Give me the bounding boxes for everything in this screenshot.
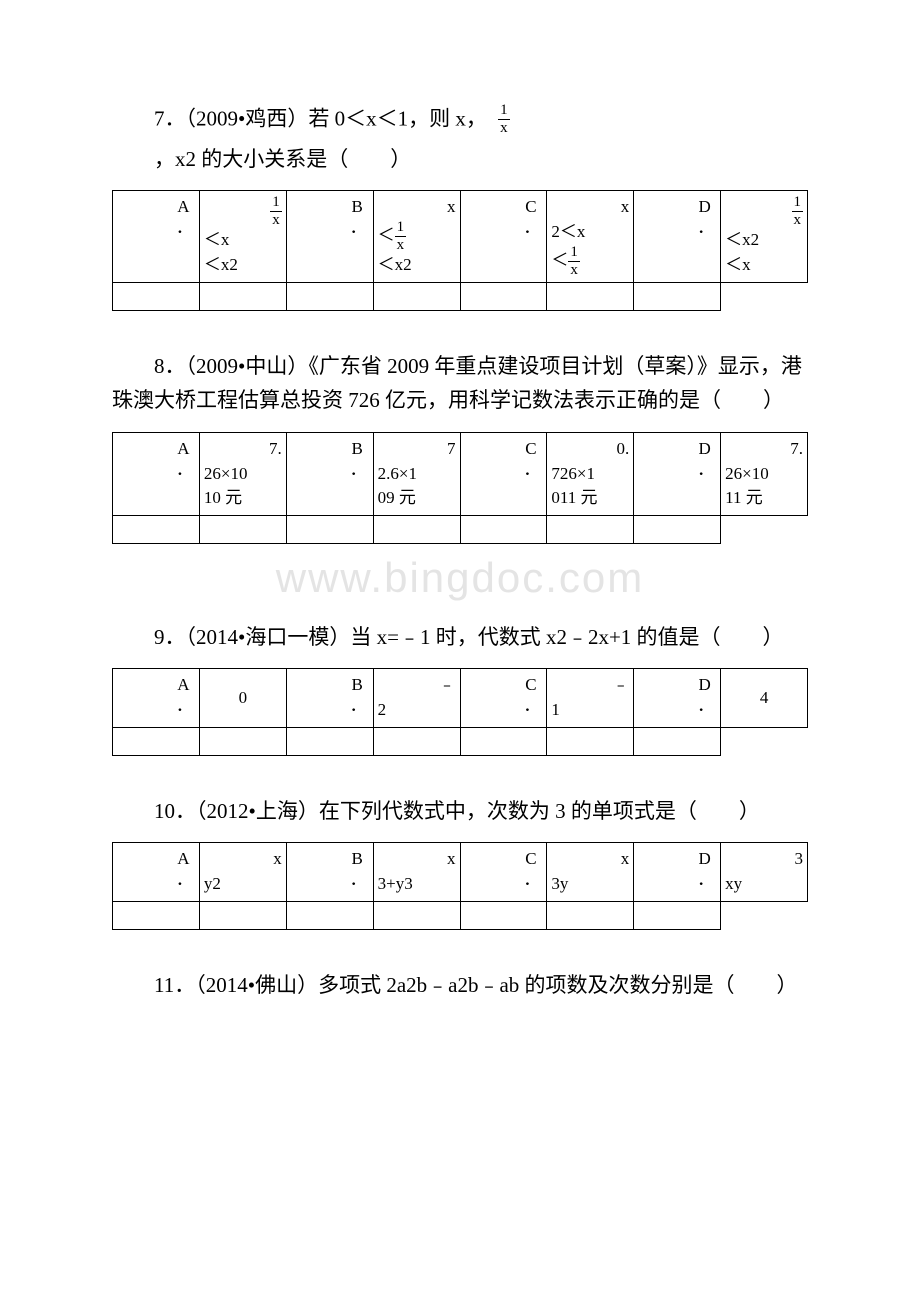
option-content: x 3y bbox=[547, 843, 634, 901]
q10-options-table: A． x y2 B． x 3+y3 C． x 3y D． 3 xy bbox=[112, 842, 808, 929]
question-10: 10．（2012•上海）在下列代数式中，次数为 3 的单项式是（ ） A． x … bbox=[112, 794, 808, 930]
option-letter: D． bbox=[634, 843, 721, 901]
option-letter: A． bbox=[113, 191, 200, 282]
table-row: A． 1x ＜x ＜x2 B． x ＜1x ＜x2 C． bbox=[113, 191, 808, 282]
fraction-icon: 1 x bbox=[492, 100, 510, 142]
option-content: x y2 bbox=[199, 843, 286, 901]
table-row bbox=[113, 901, 808, 929]
question-8: 8．（2009•中山）《广东省 2009 年重点建设项目计划（草案）》显示，港珠… bbox=[112, 349, 808, 544]
q7-line1: 7．（2009•鸡西）若 0＜x＜1，则 x， 1 x bbox=[112, 100, 808, 142]
q8-options-table: A． 7. 26×10 10 元 B． 7 2.6×1 09 元 C． 0. 7… bbox=[112, 432, 808, 544]
option-content: ﹣ 2 bbox=[373, 669, 460, 727]
watermark-text: www.bingdoc.com bbox=[112, 554, 808, 602]
option-content: x 2＜x ＜1x bbox=[547, 191, 634, 282]
option-letter: D． bbox=[634, 432, 721, 515]
table-row: A． 7. 26×10 10 元 B． 7 2.6×1 09 元 C． 0. 7… bbox=[113, 432, 808, 515]
q9-options-table: A． 0 B． ﹣ 2 C． ﹣ 1 D． 4 bbox=[112, 668, 808, 755]
q9-text: 9．（2014•海口一模）当 x=﹣1 时，代数式 x2﹣2x+1 的值是（ ） bbox=[112, 620, 808, 655]
option-letter: C． bbox=[460, 843, 547, 901]
question-9: 9．（2014•海口一模）当 x=﹣1 时，代数式 x2﹣2x+1 的值是（ ）… bbox=[112, 620, 808, 756]
option-letter: A． bbox=[113, 432, 200, 515]
table-row bbox=[113, 515, 808, 543]
option-content: 4 bbox=[721, 669, 808, 727]
option-letter: C． bbox=[460, 432, 547, 515]
option-letter: C． bbox=[460, 669, 547, 727]
option-content: 1x ＜x2 ＜x bbox=[721, 191, 808, 282]
q7-options-table: A． 1x ＜x ＜x2 B． x ＜1x ＜x2 C． bbox=[112, 190, 808, 310]
option-content: 7. 26×10 10 元 bbox=[199, 432, 286, 515]
option-content: 0 bbox=[199, 669, 286, 727]
option-letter: C． bbox=[460, 191, 547, 282]
table-row: A． 0 B． ﹣ 2 C． ﹣ 1 D． 4 bbox=[113, 669, 808, 727]
option-letter: A． bbox=[113, 843, 200, 901]
option-content: ﹣ 1 bbox=[547, 669, 634, 727]
document-page: 7．（2009•鸡西）若 0＜x＜1，则 x， 1 x ，x2 的大小关系是（ … bbox=[0, 0, 920, 1080]
question-7: 7．（2009•鸡西）若 0＜x＜1，则 x， 1 x ，x2 的大小关系是（ … bbox=[112, 100, 808, 311]
q8-text: 8．（2009•中山）《广东省 2009 年重点建设项目计划（草案）》显示，港珠… bbox=[112, 349, 808, 418]
q11-text: 11．（2014•佛山）多项式 2a2b﹣a2b﹣ab 的项数及次数分别是（ ） bbox=[112, 968, 808, 1003]
option-letter: D． bbox=[634, 669, 721, 727]
option-letter: D． bbox=[634, 191, 721, 282]
q7-text-part1: 7．（2009•鸡西）若 0＜x＜1，则 x， bbox=[154, 107, 487, 131]
option-content: x 3+y3 bbox=[373, 843, 460, 901]
option-content: 7. 26×10 11 元 bbox=[721, 432, 808, 515]
option-letter: B． bbox=[286, 191, 373, 282]
q10-text: 10．（2012•上海）在下列代数式中，次数为 3 的单项式是（ ） bbox=[112, 794, 808, 829]
table-row bbox=[113, 282, 808, 310]
option-content: 3 xy bbox=[721, 843, 808, 901]
option-letter: B． bbox=[286, 432, 373, 515]
option-letter: B． bbox=[286, 669, 373, 727]
option-content: 7 2.6×1 09 元 bbox=[373, 432, 460, 515]
table-row: A． x y2 B． x 3+y3 C． x 3y D． 3 xy bbox=[113, 843, 808, 901]
option-content: 0. 726×1 011 元 bbox=[547, 432, 634, 515]
table-row bbox=[113, 727, 808, 755]
question-11: 11．（2014•佛山）多项式 2a2b﹣a2b﹣ab 的项数及次数分别是（ ） bbox=[112, 968, 808, 1003]
option-letter: B． bbox=[286, 843, 373, 901]
q7-line2: ，x2 的大小关系是（ ） bbox=[112, 142, 808, 177]
option-content: x ＜1x ＜x2 bbox=[373, 191, 460, 282]
option-content: 1x ＜x ＜x2 bbox=[199, 191, 286, 282]
option-letter: A． bbox=[113, 669, 200, 727]
